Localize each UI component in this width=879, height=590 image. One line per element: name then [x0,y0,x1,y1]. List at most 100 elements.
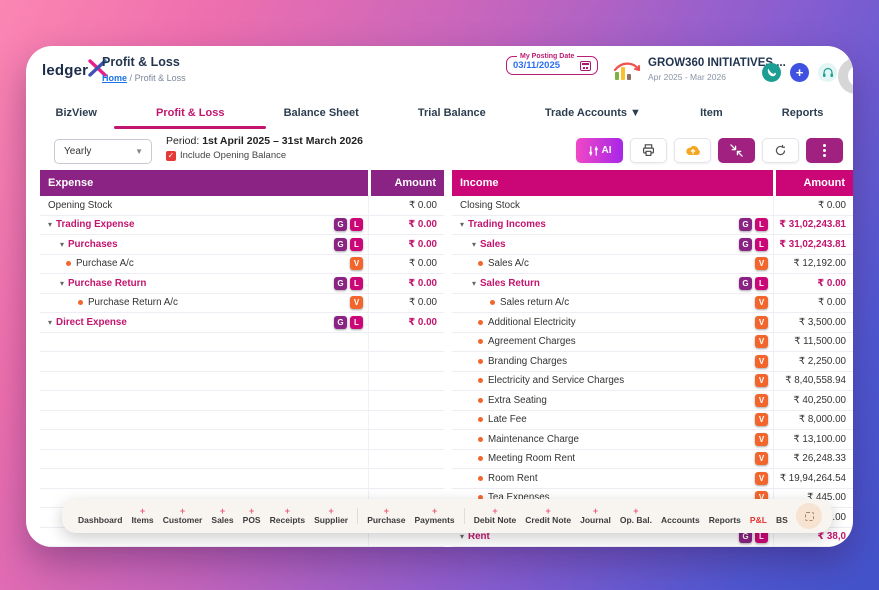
row-label-cell[interactable]: Sales return A/c V [452,294,773,313]
badge-g[interactable]: G [334,218,347,232]
badge-v[interactable]: V [755,432,768,446]
include-opening-balance[interactable]: ✓ Include Opening Balance [166,150,363,161]
badge-g[interactable]: G [334,276,347,290]
nav-item-op-bal[interactable]: + Op. Bal. [620,507,652,525]
nav-item-pos[interactable]: + POS [243,507,261,525]
tab-trade-accounts[interactable]: Trade Accounts ▼ [544,106,641,119]
badge-v[interactable]: V [755,354,768,368]
nav-item-payments[interactable]: + Payments [415,507,455,525]
row-label-cell[interactable]: ▾ Direct Expense G L [40,313,368,332]
plus-icon[interactable]: + [139,506,146,517]
row-label-cell[interactable]: Late Fee V [452,411,773,430]
tab-balance-sheet[interactable]: Balance Sheet [283,106,359,119]
badge-g[interactable]: G [334,237,347,251]
plus-icon[interactable]: + [492,506,498,517]
chevron-down-icon[interactable]: ▾ [460,220,465,230]
nav-item-customer[interactable]: + Customer [163,507,203,525]
chevron-down-icon[interactable]: ▾ [48,317,53,327]
badge-v[interactable]: V [350,257,363,271]
cloud-upload-button[interactable] [674,138,711,163]
badge-l[interactable]: L [755,276,768,290]
row-label-cell[interactable]: Additional Electricity V [452,313,773,332]
checkbox-checked-icon[interactable]: ✓ [166,150,176,161]
row-label-cell[interactable]: Meeting Room Rent V [452,450,773,469]
badge-l[interactable]: L [350,315,363,329]
row-label-cell[interactable]: Maintenance Charge V [452,430,773,449]
badge-v[interactable]: V [755,393,768,407]
nav-item-purchase[interactable]: + Purchase [367,507,405,525]
expand-nav-button[interactable] [796,503,822,529]
badge-v[interactable]: V [755,315,768,329]
tab-reports[interactable]: Reports [781,106,824,119]
company-block[interactable]: GROW360 INITIATIVES ... Apr 2025 - Mar 2… [648,57,786,82]
row-label-cell[interactable]: ▾ Trading Expense G L [40,216,368,235]
badge-g[interactable]: G [334,315,347,329]
row-label-cell[interactable]: ▾ Sales Return G L [452,274,773,293]
posting-date-field[interactable]: My Posting Date 03/11/2025 [506,53,598,75]
plus-icon[interactable]: + [545,506,551,517]
nav-item-bs[interactable]: +BS [776,507,788,525]
nav-item-sales[interactable]: + Sales [211,507,233,525]
calendar-icon[interactable] [580,60,591,71]
badge-v[interactable]: V [755,471,768,485]
row-label-cell[interactable]: Sales A/c V [452,255,773,274]
nav-item-dashboard[interactable]: +Dashboard [78,507,122,525]
row-label-cell[interactable]: Electricity and Service Charges V [452,372,773,391]
chevron-down-icon[interactable]: ▾ [60,278,65,288]
badge-l[interactable]: L [755,530,768,544]
row-label-cell[interactable]: ▾ Sales G L [452,235,773,254]
chevron-down-icon[interactable]: ▾ [472,239,477,249]
support-headset-icon[interactable] [818,63,837,82]
breadcrumb-home-link[interactable]: Home [102,73,128,83]
nav-item-credit-note[interactable]: + Credit Note [525,507,571,525]
add-icon[interactable]: + [790,63,809,82]
badge-g[interactable]: G [739,530,752,544]
row-label-cell[interactable]: ▾ Purchases G L [40,235,368,254]
posting-date-value[interactable]: 03/11/2025 [513,60,561,71]
period-type-select[interactable]: Yearly ▼ [54,139,152,164]
chevron-down-icon[interactable]: ▾ [460,532,465,542]
nav-item-debit-note[interactable]: + Debit Note [474,507,517,525]
row-label-cell[interactable]: ▾ Trading Incomes G L [452,216,773,235]
badge-g[interactable]: G [739,237,752,251]
plus-icon[interactable]: + [431,506,438,517]
tab-bizview[interactable]: BizView [55,106,97,119]
row-label-cell[interactable]: ▾ Rent G L [452,528,773,547]
refresh-button[interactable] [762,138,799,163]
badge-l[interactable]: L [755,237,768,251]
badge-l[interactable]: L [350,276,363,290]
plus-icon[interactable]: + [383,506,389,517]
badge-v[interactable]: V [755,296,768,310]
nav-item-receipts[interactable]: + Receipts [270,507,305,525]
plus-icon[interactable]: + [328,506,334,517]
badge-v[interactable]: V [755,374,768,388]
nav-item-journal[interactable]: + Journal [580,507,611,525]
row-label-cell[interactable]: Extra Seating V [452,391,773,410]
plus-icon[interactable]: + [633,506,639,517]
phone-icon[interactable] [762,63,781,82]
ai-button[interactable]: AI [576,138,623,163]
row-label-cell[interactable]: Agreement Charges V [452,333,773,352]
nav-item-accounts[interactable]: +Accounts [661,507,700,525]
row-label-cell[interactable]: Purchase Return A/c V [40,294,368,313]
badge-v[interactable]: V [755,257,768,271]
badge-g[interactable]: G [739,276,752,290]
collapse-button[interactable] [718,138,755,163]
nav-item-supplier[interactable]: + Supplier [314,507,348,525]
tab-item[interactable]: Item [700,106,723,119]
plus-icon[interactable]: + [249,506,255,517]
plus-icon[interactable]: + [592,506,599,517]
nav-item-reports[interactable]: +Reports [709,507,741,525]
nav-item-items[interactable]: + Items [131,507,153,525]
ledgerx-logo[interactable]: ledger [42,59,108,82]
chevron-down-icon[interactable]: ▾ [60,239,65,249]
plus-icon[interactable]: + [219,506,226,517]
print-button[interactable] [630,138,667,163]
collapsed-widget-handle[interactable] [838,58,853,94]
chevron-down-icon[interactable]: ▾ [48,220,53,230]
more-options-button[interactable] [806,138,843,163]
nav-item-p-l[interactable]: +P&L [750,507,767,525]
tab-trial-balance[interactable]: Trial Balance [417,106,486,119]
row-label-cell[interactable]: Room Rent V [452,469,773,488]
badge-l[interactable]: L [350,218,363,232]
